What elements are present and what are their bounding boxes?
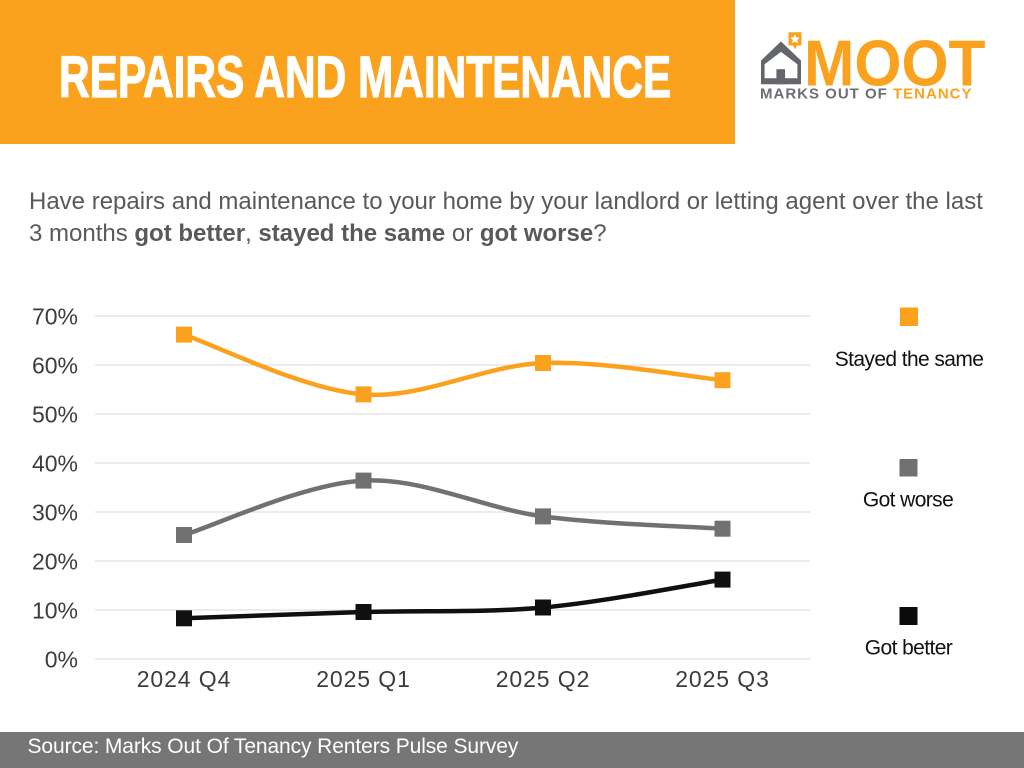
svg-text:2024 Q4: 2024 Q4 [137,666,232,692]
svg-text:Got worse: Got worse [863,489,953,512]
svg-text:70%: 70% [32,304,78,330]
svg-text:20%: 20% [32,549,78,575]
svg-text:MOOT: MOOT [804,28,986,100]
svg-text:50%: 50% [32,402,78,428]
svg-text:Got better: Got better [865,637,953,660]
svg-text:2025 Q2: 2025 Q2 [496,666,591,692]
svg-text:Stayed the same: Stayed the same [835,348,984,371]
svg-text:40%: 40% [32,451,78,477]
svg-text:60%: 60% [32,353,78,379]
svg-text:2025 Q1: 2025 Q1 [316,666,411,692]
svg-text:MARKS OUT OF TENANCY: MARKS OUT OF TENANCY [760,86,973,103]
svg-text:30%: 30% [32,500,78,526]
svg-text:2025 Q3: 2025 Q3 [675,666,770,692]
svg-text:10%: 10% [32,598,78,624]
svg-text:0%: 0% [45,647,78,673]
